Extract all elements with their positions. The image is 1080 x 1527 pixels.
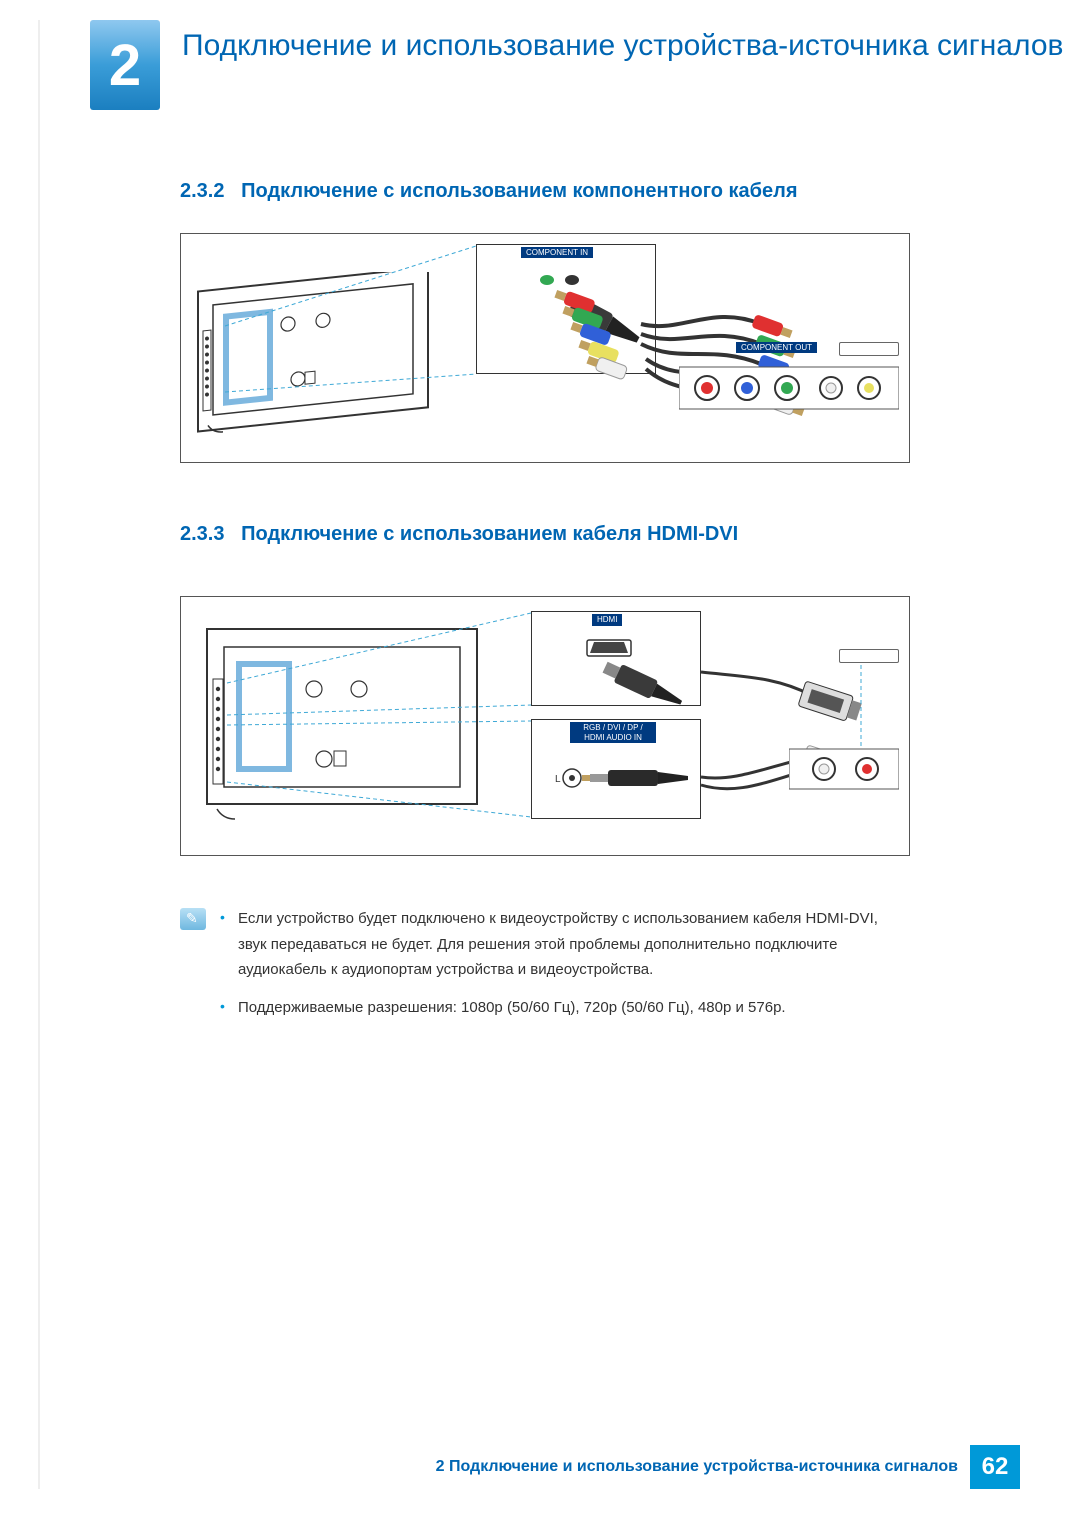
footer-text: 2 Подключение и использование устройства… [436, 1458, 958, 1476]
chapter-header: 2 Подключение и использование устройства… [0, 0, 1080, 110]
note-item: Поддерживаемые разрешения: 1080p (50/60 … [220, 995, 910, 1021]
page-number-box: 62 [970, 1445, 1020, 1489]
note-block: Если устройство будет подключено к видео… [180, 906, 910, 1032]
note-item: Если устройство будет подключено к видео… [220, 906, 910, 983]
section-232-number: 2.3.2 [180, 180, 224, 202]
page-footer: 2 Подключение и использование устройства… [436, 1445, 1020, 1489]
fig1-guides [181, 234, 911, 464]
note-list: Если устройство будет подключено к видео… [220, 906, 910, 1032]
note-icon [180, 908, 206, 930]
section-233-heading: 2.3.3 Подключение с использованием кабел… [180, 523, 1080, 546]
section-233-title: Подключение с использованием кабеля HDMI… [241, 523, 738, 545]
chapter-title: Подключение и использование устройства-и… [182, 20, 1063, 67]
chapter-number-box: 2 [90, 20, 160, 110]
section-233-number: 2.3.3 [180, 523, 224, 545]
fig2-guides [181, 597, 911, 857]
section-232-heading: 2.3.2 Подключение с использованием компо… [180, 180, 1080, 203]
note-2-text: Поддерживаемые разрешения: 1080p (50/60 … [238, 999, 786, 1016]
figure-component-cable: COMPONENT IN [180, 233, 910, 463]
chapter-number: 2 [109, 32, 141, 99]
note-1-text: Если устройство будет подключено к видео… [238, 910, 878, 978]
left-margin-rule [38, 20, 40, 1489]
section-232-title: Подключение с использованием компонентно… [241, 180, 797, 202]
page-number: 62 [982, 1453, 1009, 1481]
figure-hdmi-dvi: HDMI RGB / DVI / DP / HDMI AUDIO IN L [180, 596, 910, 856]
